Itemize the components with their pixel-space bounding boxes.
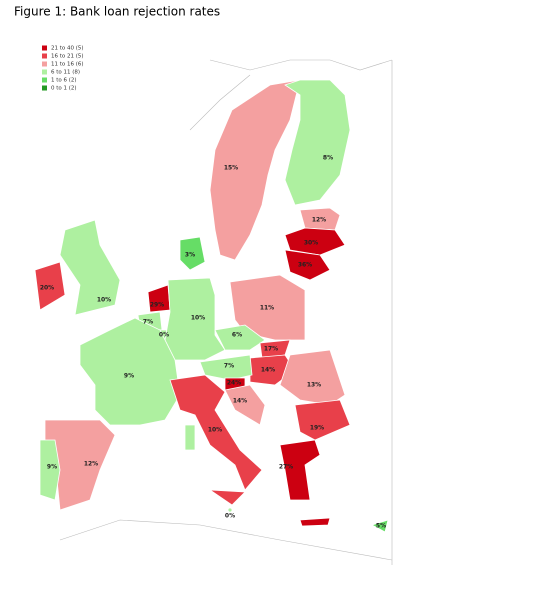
country-label: 29%: [150, 302, 164, 309]
country-label: 12%: [312, 217, 326, 224]
coastline: [59, 59, 393, 565]
country-label: 10%: [208, 427, 222, 434]
country-label: 11%: [260, 305, 274, 312]
legend-swatch: [42, 77, 47, 83]
country-label: 0%: [225, 513, 235, 520]
country-label: 19%: [310, 425, 324, 432]
legend-label: 0 to 1 (2): [51, 86, 77, 92]
country-label: 14%: [233, 398, 247, 405]
country-label: 24%: [227, 380, 241, 387]
country-label: 13%: [307, 382, 321, 389]
country-label: 36%: [298, 262, 312, 269]
country-label: 10%: [191, 315, 205, 322]
country-label: 0%: [159, 332, 169, 339]
legend-swatch: [42, 61, 47, 67]
country-label: 27%: [279, 464, 293, 471]
countries: [34, 79, 389, 533]
legend-label: 11 to 16 (6): [51, 62, 84, 68]
country-label: 5%: [376, 523, 386, 530]
country-label: 9%: [47, 464, 57, 471]
legend-swatch: [42, 69, 47, 75]
legend-swatch: [42, 45, 47, 51]
country-label: 17%: [264, 346, 278, 353]
legend-label: 21 to 40 (5): [51, 46, 84, 52]
country-label: 12%: [84, 461, 98, 468]
country-label: 8%: [323, 155, 333, 162]
country-labels: 15% 8% 12% 30% 36% 3% 20% 10% 29% 7% 0% …: [40, 155, 386, 530]
country-label: 9%: [124, 373, 134, 380]
country-label: 6%: [232, 332, 242, 339]
country-label: 30%: [304, 240, 318, 247]
country-label: 10%: [97, 297, 111, 304]
country-label: 7%: [224, 363, 234, 370]
legend-label: 16 to 21 (5): [51, 54, 84, 60]
legend-swatch: [42, 53, 47, 59]
legend-swatch: [42, 85, 47, 91]
country-label: 15%: [224, 165, 238, 172]
country-label: 20%: [40, 285, 54, 292]
country-label: 3%: [185, 252, 195, 259]
legend: 21 to 40 (5) 16 to 21 (5) 11 to 16 (6) 6 to…: [42, 45, 84, 92]
country-label: 14%: [261, 367, 275, 374]
legend-label: 6 to 11 (8): [51, 70, 80, 76]
legend-label: 1 to 6 (2): [51, 78, 77, 84]
country-label: 7%: [143, 319, 153, 326]
title: Figure 1: Bank loan rejection rates: [14, 5, 220, 19]
